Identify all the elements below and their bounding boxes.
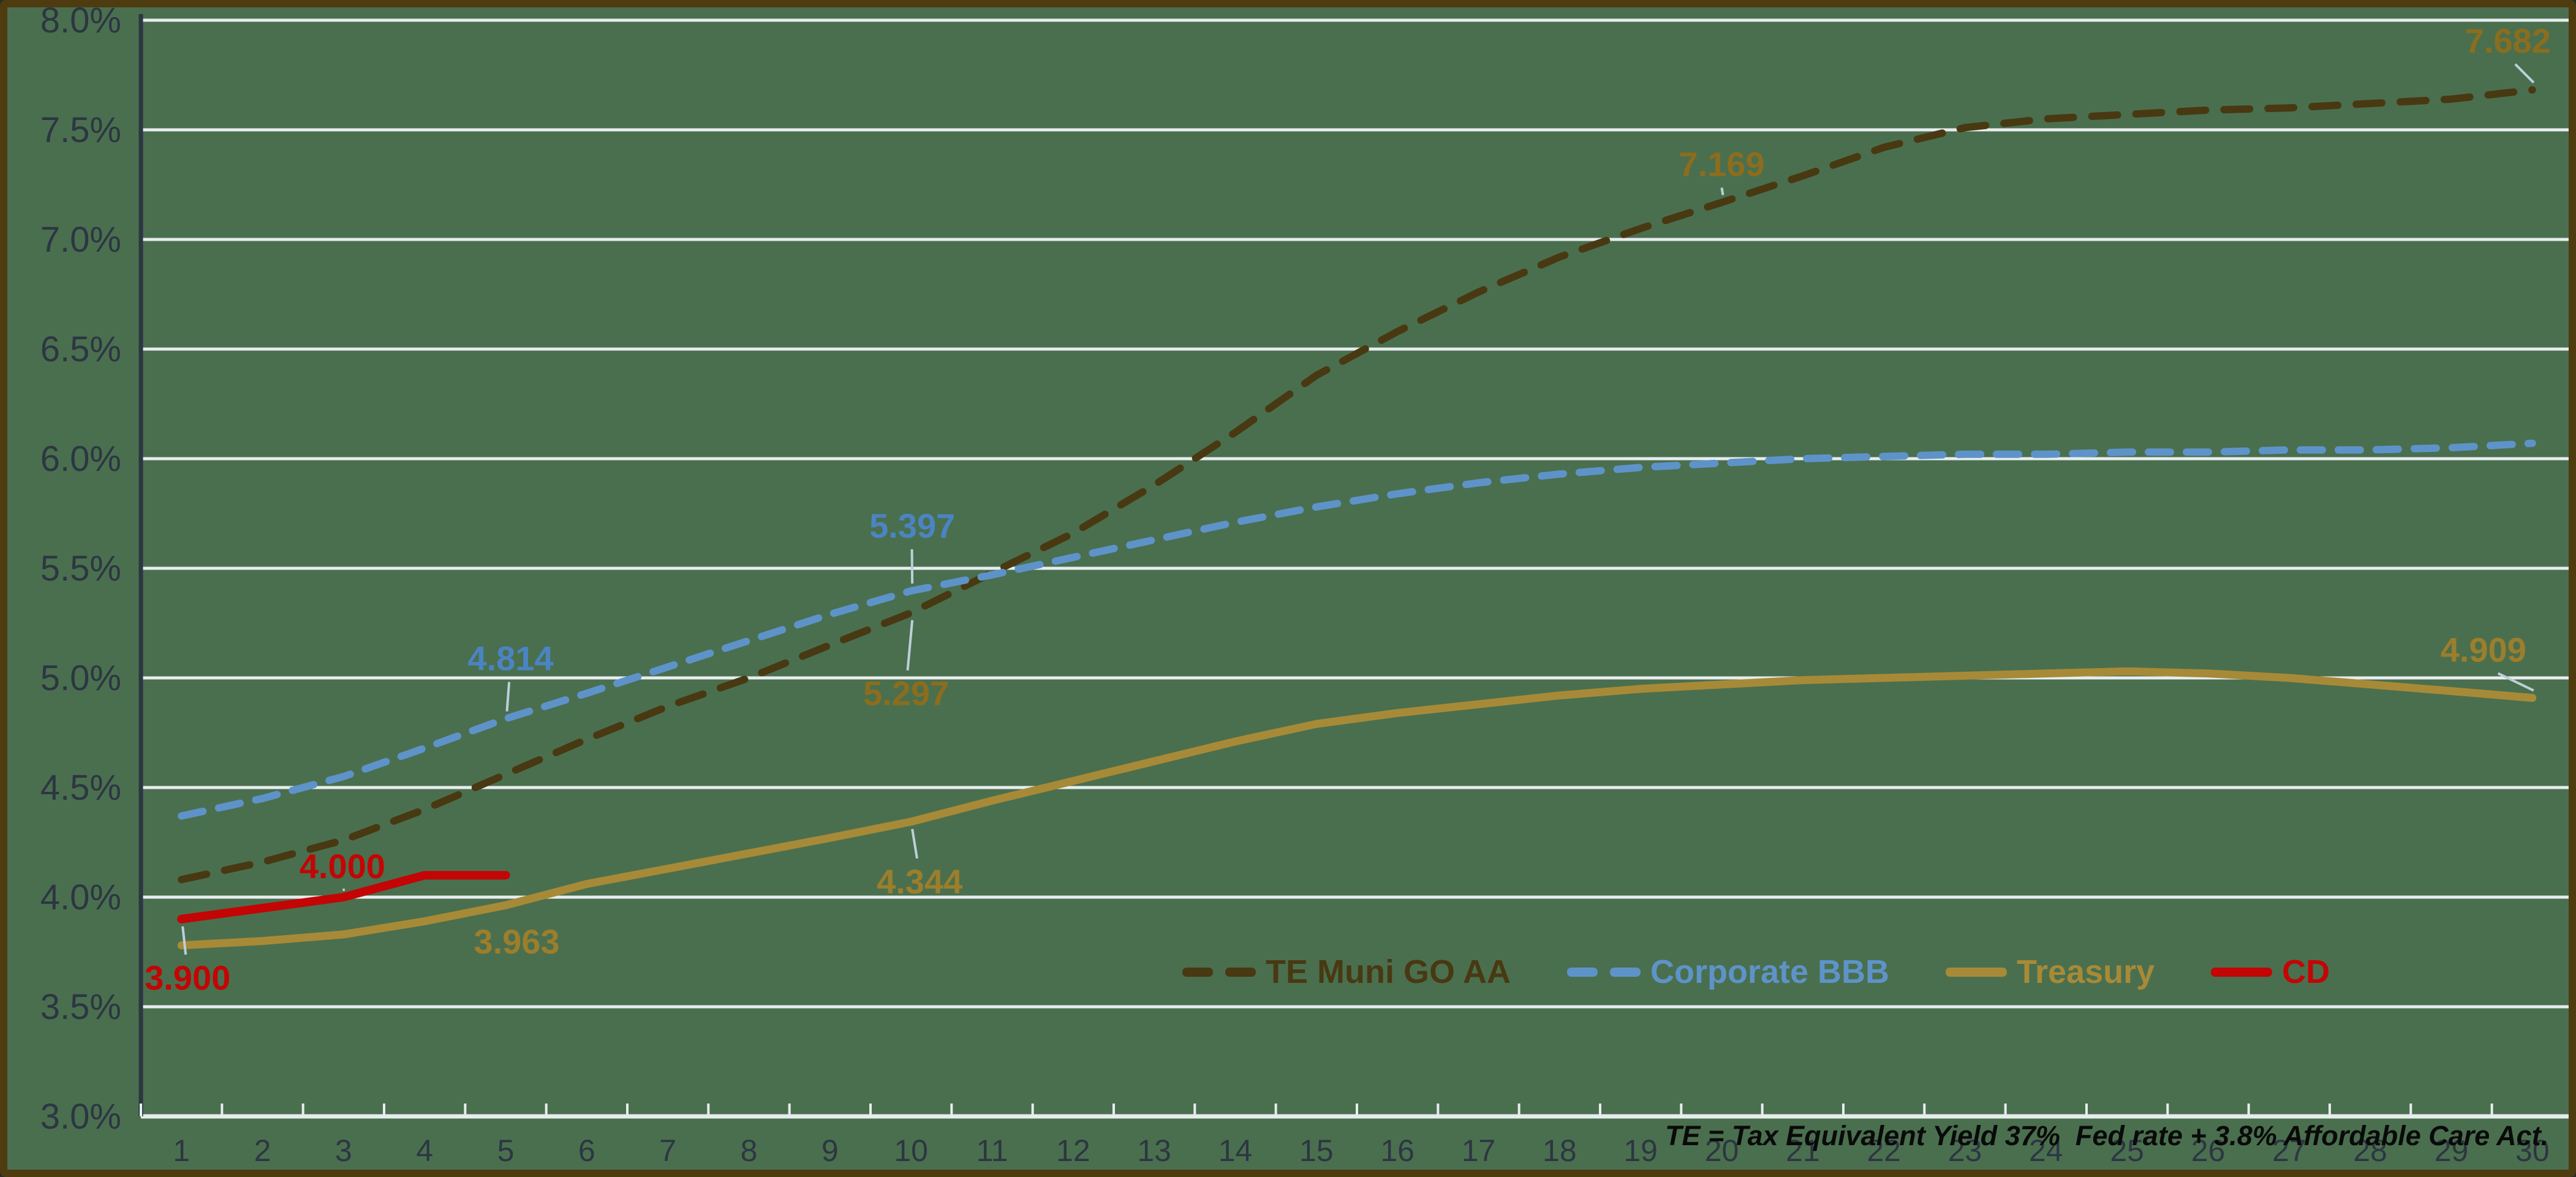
label-leader-line	[911, 829, 918, 859]
value-label-muni-30: 7.682	[2465, 21, 2551, 60]
x-axis-label: 24	[2029, 1134, 2063, 1168]
legend-label: Treasury	[2017, 953, 2155, 990]
x-axis-label: 25	[2110, 1134, 2144, 1168]
y-axis-label: 3.0%	[40, 1097, 121, 1137]
y-axis-label: 6.5%	[40, 329, 121, 369]
x-axis-label: 23	[1948, 1134, 1982, 1168]
x-axis-label: 5	[497, 1134, 515, 1168]
x-axis-label: 17	[1462, 1134, 1496, 1168]
x-axis-label: 18	[1543, 1134, 1577, 1168]
x-axis-label: 30	[2515, 1134, 2550, 1168]
y-axis-label: 3.5%	[40, 987, 121, 1027]
x-axis-label: 27	[2272, 1134, 2306, 1168]
legend: TE Muni GO AA Corporate BBB Treasury CD	[1182, 950, 2330, 993]
label-leader-line	[1720, 187, 1724, 195]
value-label-cd-1: 3.900	[145, 958, 230, 997]
dashed-line-swatch-icon	[1182, 967, 1256, 977]
y-axis-label: 7.0%	[40, 220, 121, 260]
y-axis-label: 7.5%	[40, 110, 121, 150]
solid-line-swatch-icon	[1946, 967, 2007, 977]
x-axis-label: 4	[416, 1134, 433, 1168]
series-line-muni	[178, 86, 2536, 884]
x-axis-label: 29	[2434, 1134, 2469, 1168]
series-line-corporate	[178, 439, 2536, 820]
legend-label: Corporate BBB	[1650, 953, 1889, 990]
value-label-treasury-30: 4.909	[2441, 631, 2526, 669]
label-leader-line	[505, 682, 511, 712]
value-label-corporate-10: 5.397	[869, 506, 955, 545]
label-leader-line	[181, 926, 187, 955]
series-line-cd	[177, 871, 510, 923]
value-label-cd-3: 4.000	[300, 847, 385, 886]
footnote-line-1: TE = Tax Equivalent Yield 37% Fed rate +…	[1665, 1120, 2549, 1151]
x-axis-label: 28	[2353, 1134, 2387, 1168]
value-label-muni-10: 5.297	[863, 674, 949, 713]
legend-item-corporate-bbb: Corporate BBB	[1566, 953, 1889, 991]
label-leader-line	[2497, 672, 2534, 692]
y-axis-label: 5.0%	[40, 658, 121, 698]
series-line-treasury	[177, 667, 2537, 950]
legend-label: CD	[2282, 953, 2330, 990]
x-axis-label: 7	[659, 1134, 676, 1168]
x-axis-label: 19	[1623, 1134, 1658, 1168]
dashed-line-swatch-icon	[1566, 967, 1641, 977]
x-axis-label: 12	[1056, 1134, 1090, 1168]
x-axis-label: 16	[1380, 1134, 1415, 1168]
x-axis-label: 13	[1137, 1134, 1171, 1168]
label-leader-line	[2514, 63, 2535, 84]
x-axis-label: 15	[1299, 1134, 1334, 1168]
solid-line-swatch-icon	[2211, 967, 2273, 977]
x-axis-label: 6	[578, 1134, 595, 1168]
label-leader-line	[906, 620, 914, 671]
x-axis-label: 8	[741, 1134, 758, 1168]
x-axis-label: 1	[173, 1134, 190, 1168]
legend-label: TE Muni GO AA	[1266, 953, 1511, 990]
x-axis-label: 9	[822, 1134, 839, 1168]
value-label-muni-20: 7.169	[1679, 145, 1764, 183]
label-leader-line	[910, 549, 914, 584]
legend-item-te-muni-go-aa: TE Muni GO AA	[1182, 953, 1511, 991]
x-axis-label: 3	[335, 1134, 352, 1168]
value-label-treasury-10: 4.344	[877, 862, 962, 901]
legend-item-treasury: Treasury	[1946, 953, 2155, 991]
x-axis-label: 11	[976, 1134, 1008, 1168]
y-axis-label: 6.0%	[40, 439, 121, 479]
y-axis-label: 4.0%	[40, 878, 121, 917]
value-label-treasury-5: 3.963	[474, 922, 559, 961]
x-axis-label: 22	[1867, 1134, 1901, 1168]
x-axis-label: 14	[1218, 1134, 1253, 1168]
x-axis-label: 10	[894, 1134, 928, 1168]
y-axis-label: 5.5%	[40, 549, 121, 588]
legend-item-cd: CD	[2211, 953, 2330, 991]
y-axis-label: 4.5%	[40, 768, 121, 808]
x-axis-label: 20	[1705, 1134, 1739, 1168]
value-label-corporate-5: 4.814	[467, 639, 553, 678]
y-axis-label: 8.0%	[40, 1, 121, 40]
x-axis-label: 2	[254, 1134, 271, 1168]
footnote: TE = Tax Equivalent Yield 37% Fed rate +…	[1665, 1029, 2549, 1170]
x-axis-label: 21	[1786, 1134, 1820, 1168]
x-axis-label: 26	[2191, 1134, 2226, 1168]
